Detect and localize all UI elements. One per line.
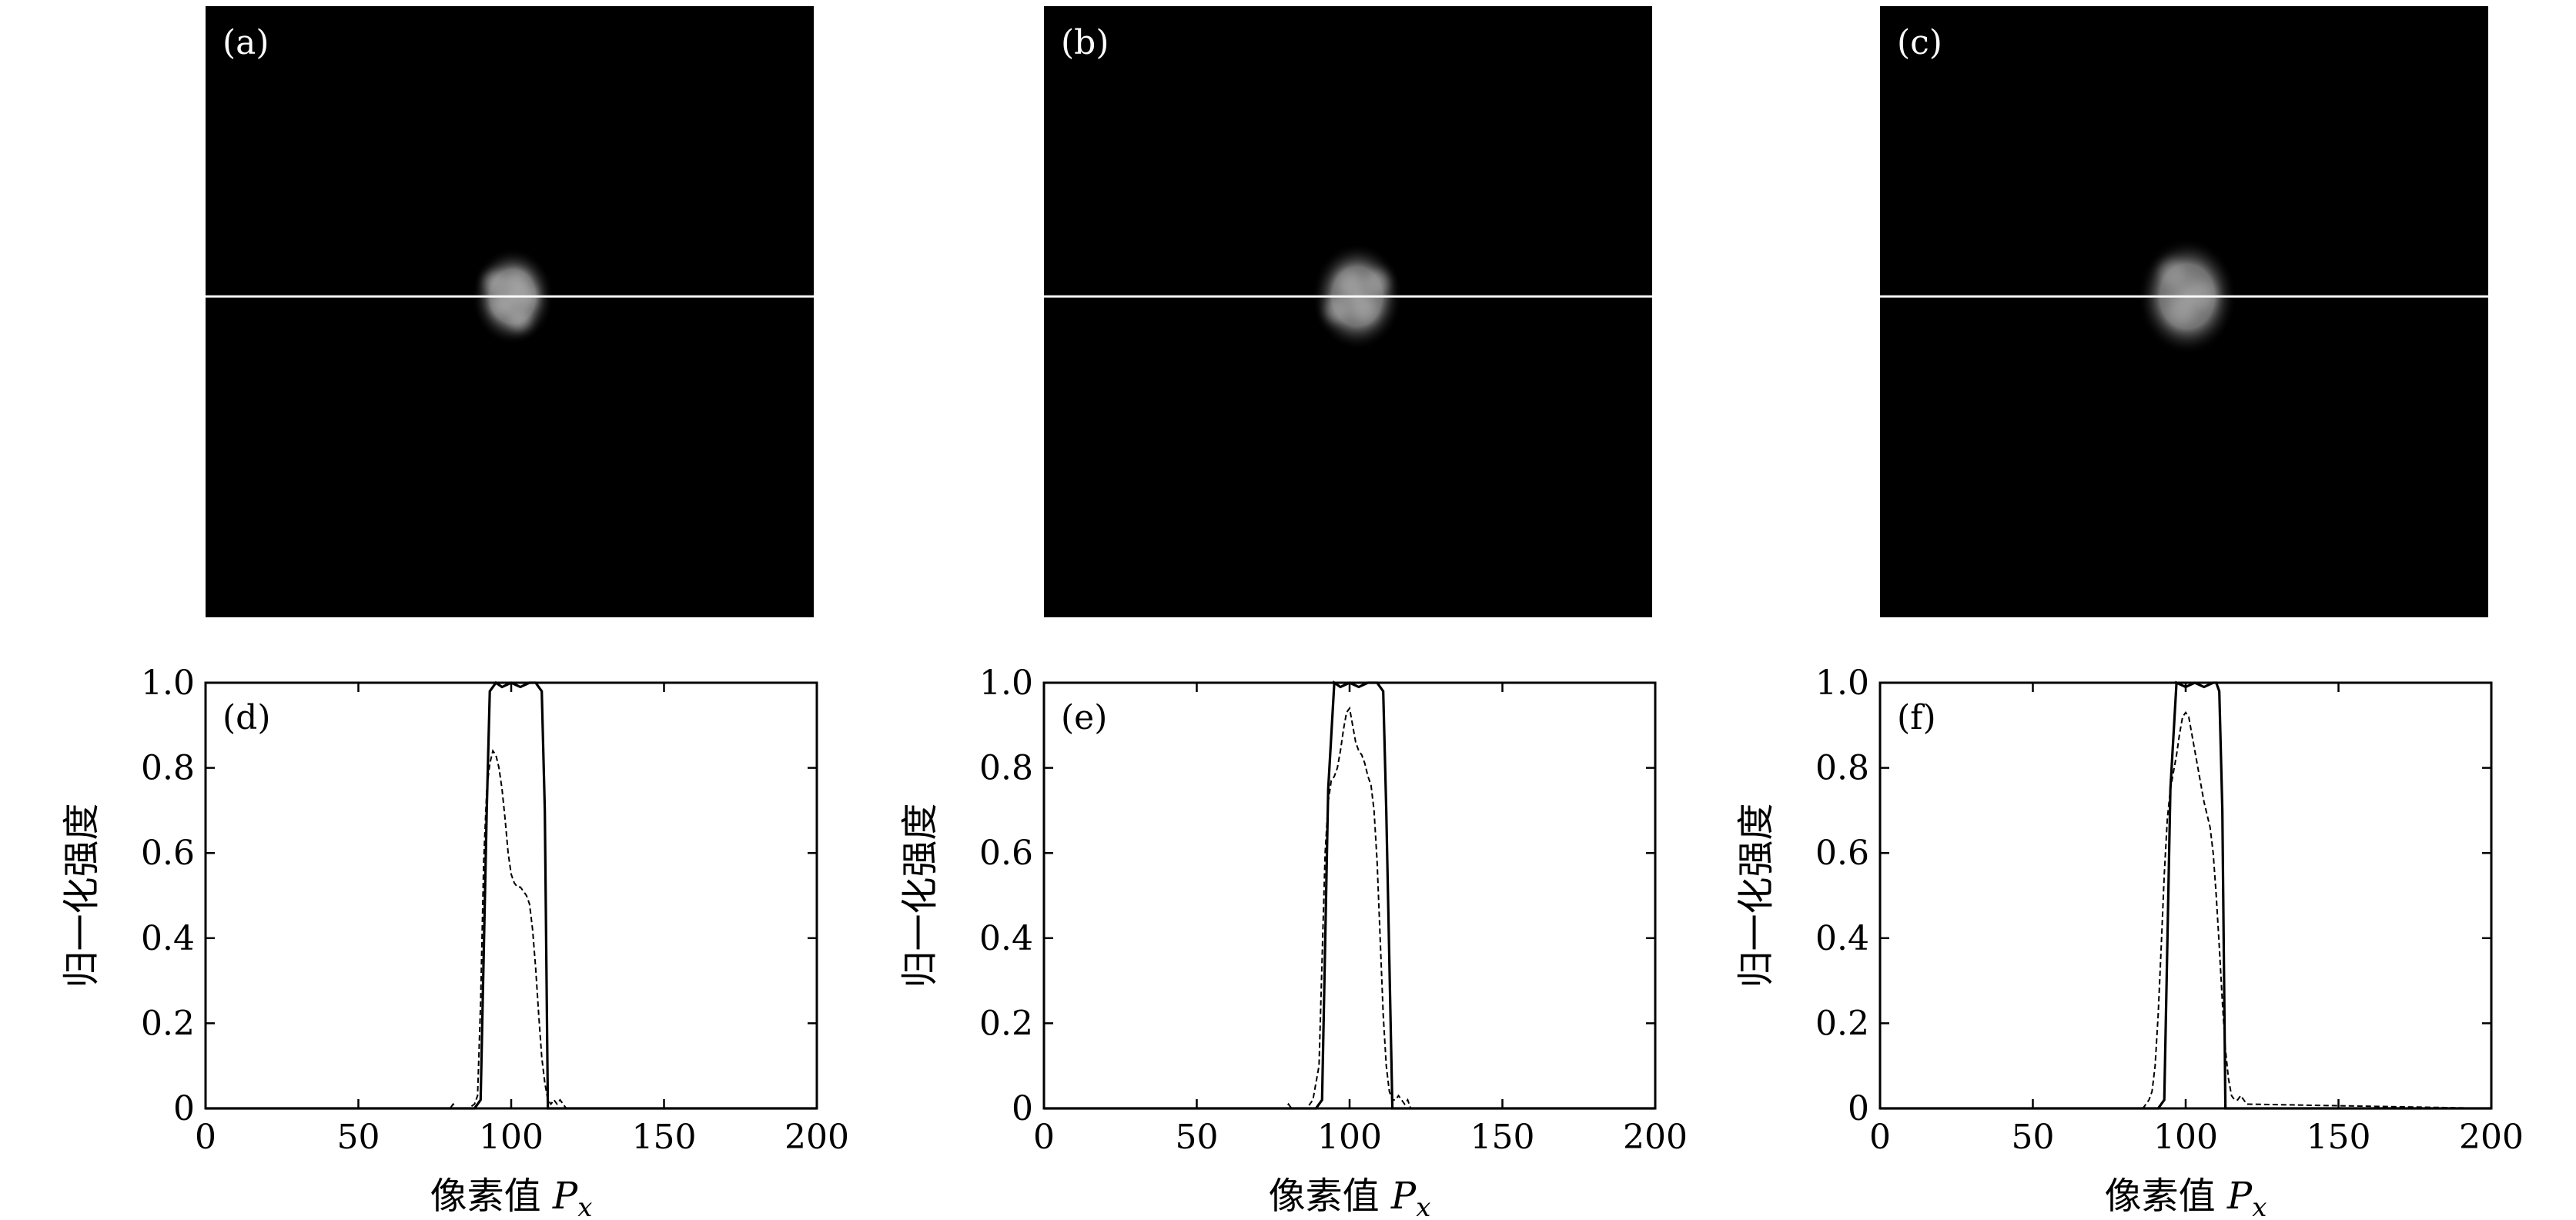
y-tick-label: 0.8 <box>1815 749 1869 788</box>
speckle-blob <box>491 294 514 316</box>
y-tick-label: 0 <box>1848 1089 1869 1128</box>
profile-plot-3: 0 50 100 150 200 0 0.2 0.4 0.6 0.8 1.0 (f) 像素值 Px 归一化… <box>1735 663 2524 1220</box>
image-panel-2: (b) <box>1044 6 1652 617</box>
x-tick-label: 150 <box>1470 1118 1535 1157</box>
x-tick-label: 100 <box>479 1118 544 1157</box>
y-tick-label: 0.4 <box>141 919 195 958</box>
profile-plot-1: 0 50 100 150 200 0 0.2 0.4 0.6 0.8 1.0 (d) 像素值 Px 归一化… <box>60 663 849 1220</box>
profile-plot-2: 0 50 100 150 200 0 0.2 0.4 0.6 0.8 1.0 (e) 像素值 Px 归一化… <box>898 663 1688 1220</box>
x-tick-label: 100 <box>2153 1118 2218 1157</box>
speckle-blob <box>506 272 528 294</box>
speckle-blob <box>2167 299 2194 326</box>
panel-label: (b) <box>1061 23 1109 62</box>
y-tick-label: 0 <box>1012 1089 1033 1128</box>
speckle-blob <box>1365 270 1390 294</box>
speckle-blob <box>1337 271 1362 296</box>
speckle-blob <box>484 271 506 293</box>
x-tick-label: 0 <box>195 1118 216 1157</box>
x-tick-label: 150 <box>2307 1118 2371 1157</box>
plot-frame <box>204 681 818 1110</box>
y-axis-title: 归一化强度 <box>898 803 942 988</box>
y-tick-label: 0.6 <box>141 834 195 873</box>
x-tick-label: 150 <box>632 1118 697 1157</box>
x-tick-label: 200 <box>785 1118 849 1157</box>
speckle-blob <box>2190 282 2216 308</box>
panel-label: (e) <box>1061 698 1107 737</box>
y-tick-label: 0.2 <box>979 1004 1033 1043</box>
series-dashed-line <box>1880 710 2492 1109</box>
y-tick-label: 0.2 <box>141 1004 195 1043</box>
panel-label: (c) <box>1897 23 1942 62</box>
spot-speckle <box>484 271 537 330</box>
series-solid-line <box>1880 680 2491 1110</box>
x-tick-label: 200 <box>2459 1118 2524 1157</box>
plot-frame <box>1878 681 2493 1110</box>
y-axis-title: 归一化强度 <box>1735 803 1778 988</box>
x-axis-title: 像素值 Px <box>2105 1175 2267 1220</box>
y-tick-label: 0 <box>173 1089 195 1128</box>
speckle-blob <box>1353 298 1377 322</box>
spot-speckle <box>1325 270 1390 323</box>
y-tick-label: 1.0 <box>1815 663 1869 703</box>
image-panel-1: (a) <box>206 6 814 617</box>
y-tick-label: 0.8 <box>979 749 1033 788</box>
x-axis-title: 像素值 Px <box>430 1175 593 1220</box>
y-tick-label: 0.6 <box>1815 834 1869 873</box>
x-tick-label: 200 <box>1623 1118 1688 1157</box>
panel-label: (f) <box>1897 698 1936 737</box>
series-dashed-line <box>1044 706 1655 1109</box>
x-tick-label: 100 <box>1317 1118 1382 1157</box>
x-tick-label: 50 <box>1176 1118 1219 1157</box>
y-tick-label: 1.0 <box>979 663 1033 703</box>
x-tick-label: 0 <box>1033 1118 1055 1157</box>
spot-speckle <box>2159 259 2216 326</box>
x-tick-label: 50 <box>2012 1118 2055 1157</box>
profile-plots: 0 50 100 150 200 0 0.2 0.4 0.6 0.8 1.0 (d) 像素值 Px 归一化… <box>60 663 2524 1220</box>
x-axis-title: 像素值 Px <box>1269 1175 1431 1220</box>
y-axis-title: 归一化强度 <box>60 803 103 988</box>
series-solid-line <box>1044 680 1655 1110</box>
panel-label: (d) <box>222 698 271 737</box>
image-panel-3: (c) <box>1880 6 2488 617</box>
series-solid-line <box>206 680 817 1110</box>
x-tick-label: 0 <box>1869 1118 1891 1157</box>
y-tick-label: 0.4 <box>979 919 1033 958</box>
y-tick-label: 0.6 <box>979 834 1033 873</box>
speckle-blob <box>508 308 530 330</box>
y-tick-label: 0.4 <box>1815 919 1869 958</box>
y-tick-label: 0.8 <box>141 749 195 788</box>
plot-frame <box>1042 681 1657 1110</box>
speckle-blob <box>2159 259 2185 286</box>
speckle-blob <box>1325 299 1349 323</box>
x-tick-label: 50 <box>337 1118 380 1157</box>
y-tick-label: 0.2 <box>1815 1004 1869 1043</box>
panel-label: (a) <box>222 23 269 62</box>
y-tick-label: 1.0 <box>141 663 195 703</box>
image-panels: (a) (b) (c) <box>206 6 2488 617</box>
series-dashed-line <box>206 749 817 1109</box>
